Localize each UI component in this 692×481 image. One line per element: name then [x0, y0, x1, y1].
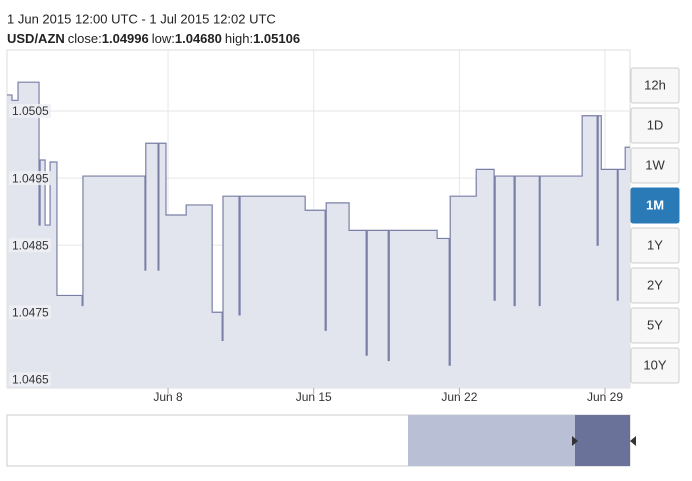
- range-button-label[interactable]: 1M: [646, 197, 664, 212]
- navigator-handle-area[interactable]: [575, 415, 630, 466]
- range-button-label[interactable]: 1Y: [647, 237, 663, 252]
- x-tick-label: Jun 15: [296, 390, 332, 404]
- range-button-label[interactable]: 2Y: [647, 277, 663, 292]
- y-tick-label: 1.0485: [12, 238, 49, 252]
- line: [7, 81, 630, 366]
- range-button-label[interactable]: 12h: [644, 77, 666, 92]
- range-buttons: 12h 1D 1W 1M 1Y 2Y 5Y 10Y: [630, 67, 680, 384]
- quote-summary: USD/AZN close:1.04996 low:1.04680 high:1.05…: [7, 31, 300, 46]
- high-label: high:: [225, 31, 253, 46]
- plot: Jun 8 Jun 15 Jun 22 Jun 29 1.0465 1.0475 1.048…: [7, 50, 630, 404]
- x-tick-label: Jun 22: [441, 390, 477, 404]
- navigator-handle-right[interactable]: [630, 436, 636, 446]
- y-tick-label: 1.0465: [12, 372, 49, 386]
- y-tick-label-bg: [9, 305, 51, 320]
- range-button[interactable]: [630, 267, 680, 304]
- y-tick-label-bg: [9, 104, 51, 119]
- symbol: USD/AZN: [7, 31, 65, 46]
- area: [7, 82, 630, 388]
- x-tick-label: Jun 29: [587, 390, 623, 404]
- range-button-label[interactable]: 1D: [647, 117, 664, 132]
- range-button-label[interactable]: 10Y: [643, 357, 666, 372]
- y-tick-label-bg: [9, 372, 51, 387]
- range-button[interactable]: [630, 107, 680, 144]
- range-button[interactable]: [630, 187, 680, 224]
- range-button[interactable]: [630, 307, 680, 344]
- range-button[interactable]: [630, 147, 680, 184]
- close-label: close:: [68, 31, 102, 46]
- range-button[interactable]: [630, 227, 680, 264]
- close-value: 1.04996: [102, 31, 149, 46]
- y-tick-label-bg: [9, 238, 51, 253]
- navigator-handle-left[interactable]: [572, 436, 578, 446]
- y-tick-label: 1.0495: [12, 171, 49, 185]
- range-button[interactable]: [630, 67, 680, 104]
- range-button-label[interactable]: 5Y: [647, 317, 663, 332]
- x-tick-label: Jun 8: [153, 390, 183, 404]
- range-button-label[interactable]: 1W: [645, 157, 665, 172]
- y-tick-label: 1.0475: [12, 305, 49, 319]
- low-label: low:: [152, 31, 175, 46]
- high-value: 1.05106: [253, 31, 300, 46]
- y-tick-label-bg: [9, 171, 51, 186]
- range-button[interactable]: [630, 347, 680, 384]
- y-tick-label: 1.0505: [12, 104, 49, 118]
- low-value: 1.04680: [175, 31, 222, 46]
- date-range: 1 Jun 2015 12:00 UTC - 1 Jul 2015 12:02 …: [7, 11, 276, 26]
